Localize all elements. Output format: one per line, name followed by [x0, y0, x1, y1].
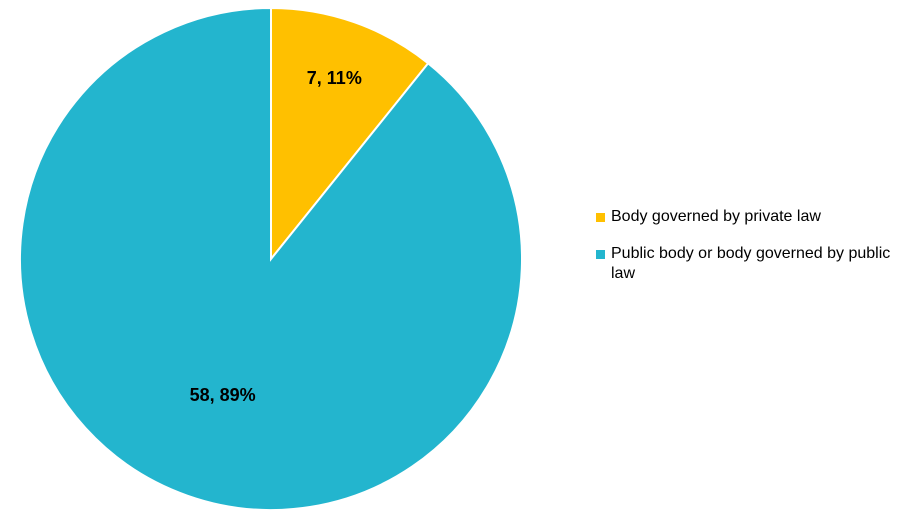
legend: Body governed by private law Public body…	[596, 207, 906, 301]
legend-label-public-law: Public body or body governed by public l…	[611, 245, 891, 282]
data-label-public-law: 58, 89%	[190, 385, 256, 405]
pie-data-labels: 7, 11% 58, 89%	[190, 68, 362, 405]
legend-swatch-public-law	[596, 250, 605, 259]
pie-slice-public-law	[19, 6, 523, 510]
legend-item-public-law: Public body or body governed by public l…	[596, 244, 906, 284]
legend-label-private-law: Body governed by private law	[611, 208, 821, 225]
legend-swatch-private-law	[596, 213, 605, 222]
data-label-private-law: 7, 11%	[307, 68, 362, 88]
pie-slice-private-law	[270, 6, 430, 262]
pie-slices	[19, 6, 523, 510]
legend-item-private-law: Body governed by private law	[596, 207, 906, 227]
